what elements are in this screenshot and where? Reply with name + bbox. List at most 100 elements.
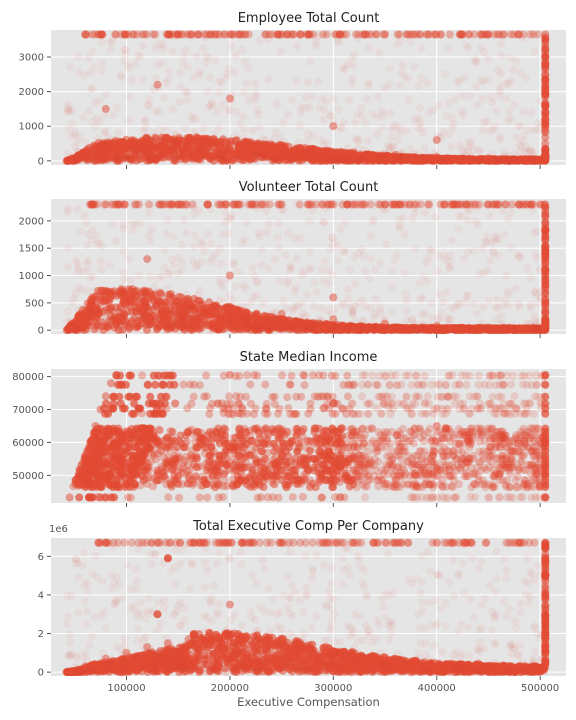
data-point [531, 156, 540, 165]
data-point [129, 30, 138, 39]
data-point [126, 155, 135, 164]
data-point [496, 82, 505, 91]
data-point [464, 43, 473, 52]
data-point [221, 30, 229, 39]
data-point [234, 268, 243, 277]
data-point [216, 259, 225, 268]
data-point [273, 233, 282, 242]
data-point [223, 69, 232, 78]
data-point [235, 149, 244, 157]
data-point [171, 130, 179, 139]
data-point [379, 149, 388, 158]
data-point [255, 123, 264, 132]
data-point [279, 296, 288, 305]
data-point [165, 30, 174, 39]
data-point [87, 118, 96, 126]
data-point [75, 493, 84, 502]
data-point [434, 267, 443, 276]
data-point [378, 151, 387, 159]
data-point [340, 324, 349, 333]
data-point [124, 64, 133, 73]
data-point [164, 30, 173, 39]
data-point [477, 44, 486, 53]
data-point [230, 260, 238, 269]
data-point [256, 152, 265, 161]
data-point [371, 265, 380, 274]
data-point [513, 121, 522, 130]
data-point [308, 156, 317, 165]
data-point [368, 110, 377, 119]
data-point [252, 156, 260, 165]
data-point [331, 493, 340, 502]
data-point [88, 84, 97, 93]
data-point [237, 156, 245, 165]
data-point [135, 271, 143, 280]
data-point [370, 154, 379, 163]
data-point [365, 274, 374, 283]
data-point [255, 152, 264, 161]
data-point [275, 151, 284, 160]
data-point [292, 77, 301, 86]
data-point [203, 493, 212, 502]
data-point [411, 115, 419, 124]
data-point [522, 154, 531, 163]
data-point [381, 319, 389, 328]
data-point [117, 30, 126, 39]
data-point [405, 95, 413, 104]
data-point [81, 324, 90, 333]
data-point [520, 131, 529, 140]
data-point [496, 86, 505, 95]
data-point [125, 93, 134, 102]
data-point [288, 30, 297, 39]
data-point [225, 94, 234, 103]
data-point [364, 79, 373, 87]
data-point [138, 41, 147, 50]
data-point [64, 204, 73, 213]
data-point [541, 102, 550, 111]
data-point [205, 73, 214, 82]
data-point [117, 285, 126, 294]
data-point [515, 140, 524, 149]
data-point [66, 62, 75, 71]
data-point [242, 78, 251, 87]
data-point [151, 43, 160, 52]
data-point [274, 219, 283, 227]
data-point [167, 142, 176, 151]
data-point [102, 200, 111, 209]
data-point [405, 30, 414, 39]
data-point [304, 129, 313, 138]
data-point [465, 92, 474, 101]
data-point [156, 125, 165, 134]
data-point [523, 264, 532, 273]
data-point [504, 290, 513, 299]
data-point [351, 118, 360, 127]
data-point [478, 77, 487, 86]
data-point [244, 30, 253, 39]
data-point [141, 140, 150, 149]
data-point [63, 149, 72, 158]
data-point [96, 117, 105, 126]
data-point [202, 152, 211, 160]
data-point [527, 108, 536, 117]
y-tick-label: 2000 [19, 216, 44, 227]
data-point [143, 255, 152, 264]
data-point [342, 200, 351, 209]
data-point [144, 100, 152, 109]
data-point [314, 32, 322, 41]
data-point [333, 256, 342, 265]
data-point [277, 142, 286, 151]
data-point [297, 108, 306, 117]
data-point [410, 244, 419, 253]
data-point [91, 156, 99, 165]
data-point [326, 111, 335, 120]
data-point [277, 200, 286, 209]
data-point [297, 103, 305, 112]
data-point [257, 152, 266, 161]
data-point [227, 30, 236, 39]
data-point [193, 30, 202, 39]
data-point [334, 38, 343, 47]
data-point [112, 30, 120, 39]
data-point [398, 60, 407, 69]
data-point [242, 156, 251, 165]
data-point [207, 30, 216, 39]
